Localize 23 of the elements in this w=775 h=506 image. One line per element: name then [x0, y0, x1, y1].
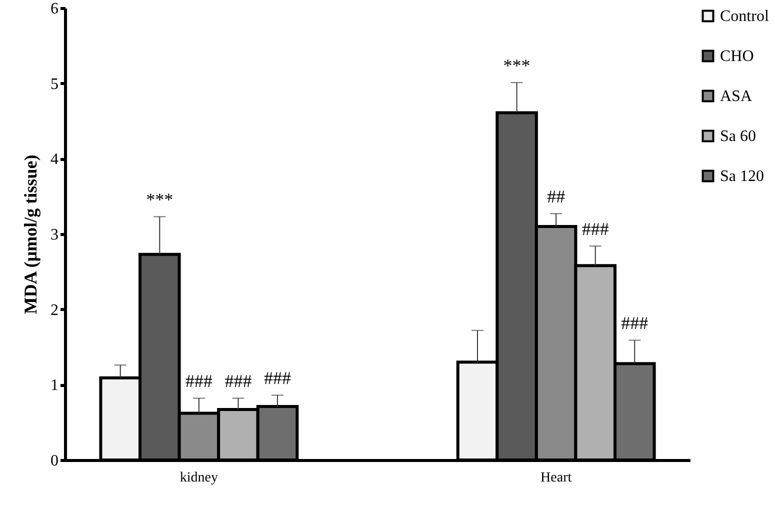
y-tick-label: 0 [50, 452, 58, 470]
legend-label: ASA [720, 88, 752, 105]
data-label: ### [582, 219, 609, 240]
x-tick-label: kidney [180, 470, 218, 486]
legend-label: CHO [720, 48, 754, 65]
data-label: ### [185, 371, 212, 392]
y-tick-label: 4 [50, 151, 58, 168]
data-label: ### [224, 371, 252, 392]
y-tick-label: 2 [50, 302, 58, 319]
data-label: ## [547, 186, 566, 207]
data-label: *** [146, 190, 174, 210]
legend-label: Sa 120 [720, 168, 764, 185]
y-tick-label: 5 [50, 76, 58, 93]
y-tick-label: 1 [50, 377, 58, 394]
data-label: ### [621, 313, 648, 334]
y-axis-title: MDA (µmol/g tissue) [20, 154, 40, 314]
data-label: *** [503, 56, 530, 76]
y-tick-label: 6 [50, 0, 58, 18]
legend-label: Sa 60 [720, 128, 756, 145]
x-tick-label: Heart [540, 470, 572, 486]
legend-label: Control [720, 8, 770, 25]
data-label: ### [264, 368, 291, 388]
y-tick-label: 3 [50, 226, 58, 244]
